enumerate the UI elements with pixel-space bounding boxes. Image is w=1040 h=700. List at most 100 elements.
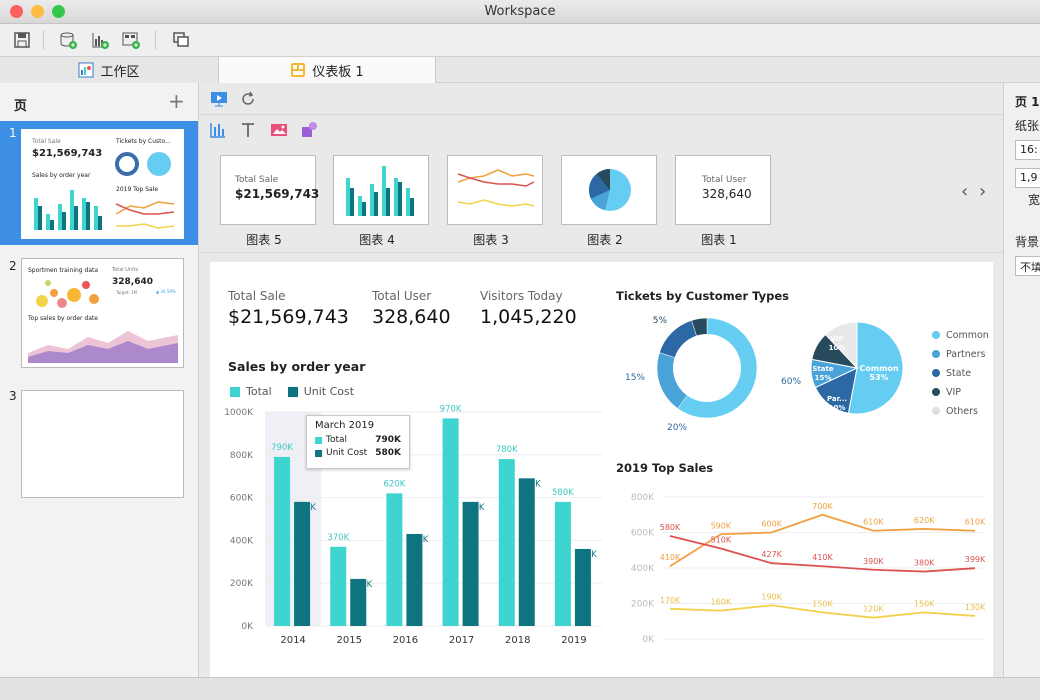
point-label: 600K <box>761 520 782 529</box>
bar[interactable] <box>330 546 347 626</box>
insert-chart-icon[interactable] <box>209 121 227 139</box>
bar[interactable] <box>462 501 479 626</box>
bar[interactable] <box>274 456 291 626</box>
donut-slice-label: 60% <box>781 377 801 387</box>
insert-image-icon[interactable] <box>270 121 288 139</box>
point-label: 410K <box>812 553 833 562</box>
insert-shape-icon[interactable] <box>300 121 318 139</box>
x-tick-label: 2019 <box>561 635 586 646</box>
add-dashboard-icon[interactable] <box>121 30 141 50</box>
sales-bar-chart[interactable]: 0K 200K 400K 600K 800K 1000K 790K 580K 2014 370K 2… <box>210 402 610 652</box>
legend-marker <box>932 369 940 377</box>
point-label: 160K <box>711 598 732 607</box>
tab-bar: 工作区 仪表板 1 <box>0 57 1040 83</box>
tab-workspace-label: 工作区 <box>100 64 140 80</box>
width-input[interactable]: 1,9 <box>1015 168 1040 188</box>
gallery-next-button[interactable]: › <box>979 181 987 202</box>
preview-icon[interactable] <box>210 90 228 108</box>
kpi-label: Total Sale <box>228 289 286 303</box>
legend-marker <box>932 407 940 415</box>
legend-item[interactable]: Unit Cost <box>303 385 355 398</box>
y-tick-label: 1000K <box>224 408 254 418</box>
chart-card-5[interactable]: Total Sale $21,569,743 <box>220 155 319 225</box>
series-line[interactable] <box>669 535 976 573</box>
tooltip-title: March 2019 <box>315 420 375 431</box>
chart-card-2[interactable] <box>561 155 657 225</box>
bar[interactable] <box>294 501 311 626</box>
page-thumbnail-3[interactable] <box>21 390 184 498</box>
kpi-visitors-today[interactable]: Visitors Today 1,045,220 <box>480 289 577 328</box>
legend-label[interactable]: Common <box>946 330 989 341</box>
add-page-button[interactable]: + <box>168 89 185 113</box>
pie-slice[interactable] <box>824 321 858 370</box>
background-select[interactable]: 不填 <box>1015 256 1040 276</box>
bar[interactable] <box>518 478 535 626</box>
top-sales-line-chart[interactable]: 0K 200K 400K 600K 800K 410K 590K 600K 700K 610K 62… <box>605 484 993 654</box>
divider <box>200 114 1003 115</box>
refresh-icon[interactable] <box>239 90 257 108</box>
add-chart-icon[interactable] <box>90 30 110 50</box>
page-thumbnail-1[interactable]: Total Sale $21,569,743 Sales by order ye… <box>21 129 184 239</box>
properties-panel: 页 1 纸张 16: 1,9 宽 背景 不填 <box>1003 83 1040 677</box>
pie-slice-label: Common <box>859 364 899 373</box>
title-bar: Workspace <box>0 0 1040 24</box>
legend-label[interactable]: Others <box>946 406 978 417</box>
tooltip-swatch <box>315 436 322 444</box>
kpi-total-sale[interactable]: Total Sale $21,569,743 <box>228 289 349 328</box>
bar-value-label: 580K <box>552 488 574 498</box>
legend-label[interactable]: State <box>946 368 971 379</box>
series-line[interactable] <box>669 513 976 567</box>
bar[interactable] <box>350 578 367 626</box>
kpi-total-user[interactable]: Total User 328,640 <box>372 289 451 328</box>
line-chart-title: 2019 Top Sales <box>616 461 714 475</box>
legend-marker <box>932 331 940 339</box>
bar-value-label: 970K <box>440 404 462 414</box>
add-datasource-icon[interactable] <box>58 30 78 50</box>
tab-dashboard[interactable]: 仪表板 1 <box>218 57 436 83</box>
close-window-button[interactable] <box>10 5 23 18</box>
chart-card-label: 图表 5 <box>246 233 282 247</box>
window-arrange-icon[interactable] <box>171 30 191 50</box>
bar-value-label: 620K <box>384 479 406 489</box>
tooltip-swatch <box>315 449 322 457</box>
insert-text-icon[interactable] <box>239 121 257 139</box>
paper-size-select[interactable]: 16: <box>1015 140 1040 160</box>
series-line[interactable] <box>669 604 976 619</box>
pie-slice[interactable] <box>847 321 904 415</box>
properties-title: 页 1 <box>1015 95 1040 109</box>
chart-card-4[interactable] <box>333 155 429 225</box>
chart-card-1[interactable]: Total User 328,640 <box>675 155 771 225</box>
thumb-bubble-chart <box>36 280 99 308</box>
legend-label[interactable]: VIP <box>946 387 961 398</box>
bar-value-label: 780K <box>496 445 518 455</box>
gallery-prev-button[interactable]: ‹ <box>961 181 969 202</box>
bar[interactable] <box>406 533 423 626</box>
bar[interactable] <box>442 418 459 626</box>
bar[interactable] <box>386 493 403 626</box>
point-label: 399K <box>965 555 986 564</box>
thumb-text: Sportmen training data <box>28 267 99 274</box>
card-title: Total Sale <box>235 175 279 185</box>
thumb-donut-chart <box>115 152 171 176</box>
pie-slice-label: 53% <box>869 373 888 382</box>
save-icon[interactable] <box>12 30 32 50</box>
bar-value-label: 360K <box>575 550 597 560</box>
bar[interactable] <box>554 501 571 626</box>
chart-card-3[interactable] <box>447 155 543 225</box>
legend-item[interactable]: Total <box>246 385 272 398</box>
tickets-pie-charts[interactable]: 60%20%15%5%Common53%State15%Par...10%VIP… <box>605 308 993 438</box>
thumb-text: Top sales by order date <box>28 315 98 322</box>
tooltip-label: Unit Cost <box>326 448 368 458</box>
tab-workspace[interactable]: 工作区 <box>0 57 218 83</box>
dashboard-icon <box>291 63 306 77</box>
legend-label[interactable]: Partners <box>946 349 986 360</box>
tooltip-row: Total 790K <box>315 435 401 445</box>
thumb-text: $21,569,743 <box>32 148 103 159</box>
y-tick-label: 200K <box>631 600 655 610</box>
x-tick-label: 2017 <box>449 635 474 646</box>
maximize-window-button[interactable] <box>52 5 65 18</box>
bar[interactable] <box>574 548 591 626</box>
bar[interactable] <box>498 459 515 626</box>
minimize-window-button[interactable] <box>31 5 44 18</box>
page-thumbnail-2[interactable]: Sportmen training data Total Units 328,6… <box>21 258 184 368</box>
